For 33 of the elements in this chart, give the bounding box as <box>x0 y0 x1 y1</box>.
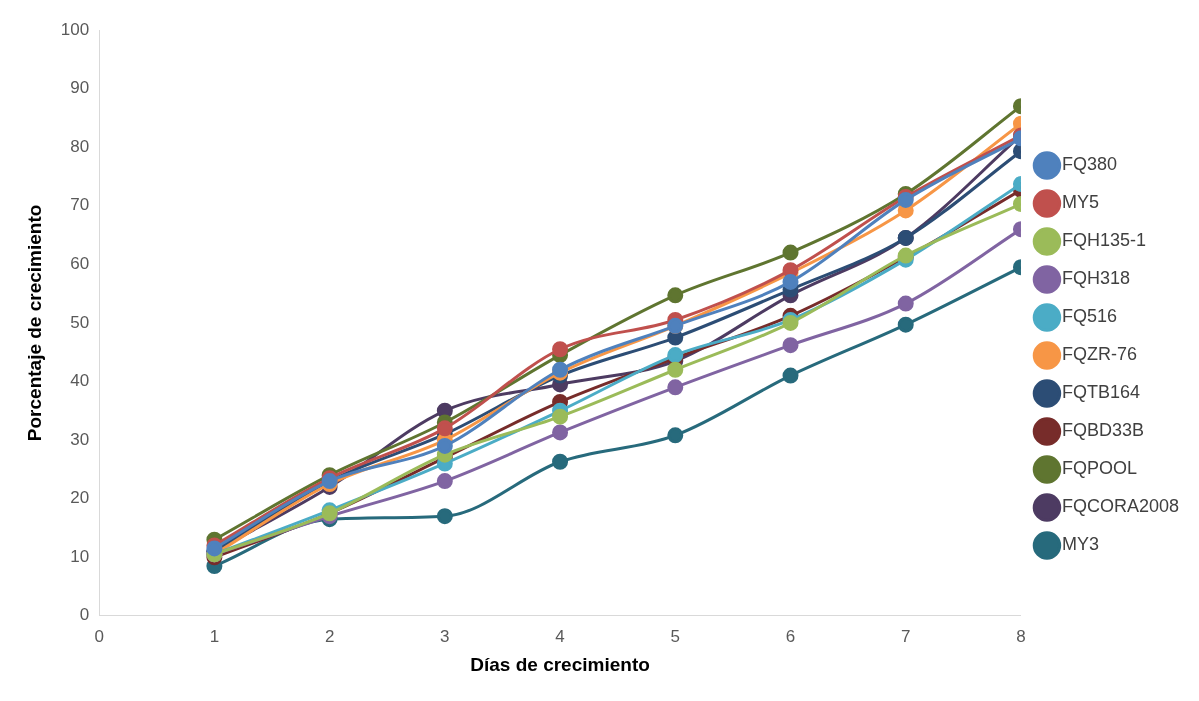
legend-label: MY5 <box>1061 192 1099 213</box>
y-axis-title: Porcentaje de crecimiento <box>23 204 45 442</box>
y-tick-label: 70 <box>70 195 90 215</box>
x-tick-label: 3 <box>440 626 450 646</box>
y-tick-label: 50 <box>70 312 90 332</box>
x-tick-label: 7 <box>901 626 911 646</box>
x-tick-label: 5 <box>670 626 681 646</box>
y-tick-label: 10 <box>70 546 90 566</box>
legend-label: FQCORA2008 <box>1061 496 1179 517</box>
y-tick-label: 40 <box>70 371 90 391</box>
y-tick-label: 20 <box>70 488 90 508</box>
y-tick-label: 90 <box>70 78 90 98</box>
legend-label: FQH135-1 <box>1061 230 1146 251</box>
legend-label: FQ380 <box>1061 154 1117 175</box>
legend-label: FQ516 <box>1061 306 1117 327</box>
y-tick-label: 30 <box>70 429 90 449</box>
y-tick-label: 0 <box>79 605 90 625</box>
y-tick-label: 80 <box>70 136 90 156</box>
y-tick-label: 60 <box>70 254 90 274</box>
legend-label: FQH318 <box>1061 268 1130 289</box>
y-tick-label: 100 <box>60 19 90 39</box>
x-tick-label: 6 <box>785 626 796 646</box>
x-tick-label: 1 <box>209 626 220 646</box>
x-tick-label: 2 <box>324 626 335 646</box>
x-axis-title: Días de crecimiento <box>470 653 650 675</box>
legend-label: FQTB164 <box>1061 382 1140 403</box>
legend-label: MY3 <box>1061 534 1099 555</box>
x-tick-label: 0 <box>94 626 104 646</box>
legend-label: FQZR-76 <box>1061 344 1137 365</box>
legend-label: FQBD33B <box>1061 420 1144 441</box>
x-tick-label: 4 <box>555 626 565 646</box>
legend-label: FQPOOL <box>1061 458 1137 479</box>
x-tick-label: 8 <box>1016 626 1026 646</box>
